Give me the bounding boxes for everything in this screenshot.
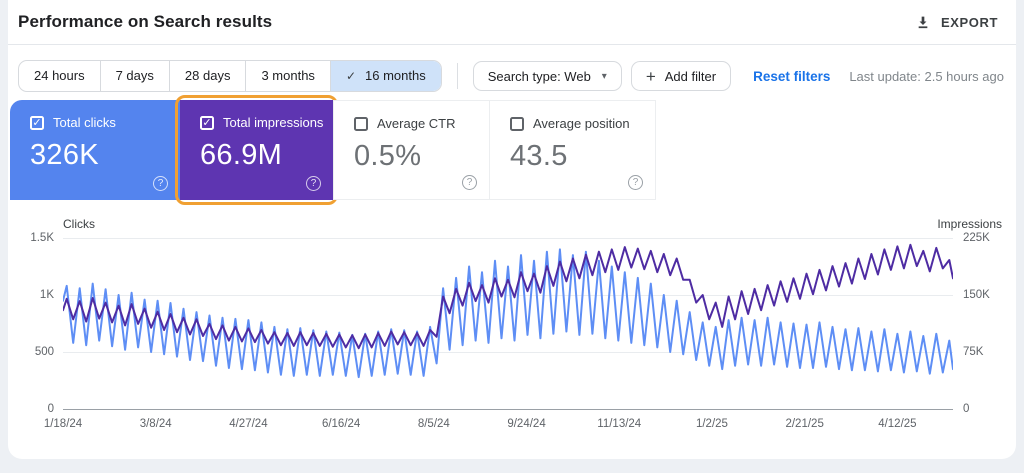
y-tick-label: 0 — [963, 403, 970, 415]
search-performance-panel: Performance on Search results EXPORT 24 … — [8, 0, 1016, 459]
y-tick-label: 150K — [963, 289, 990, 301]
filter-bar: 24 hours 7 days 28 days 3 months ✓ 16 months … — [8, 45, 1016, 92]
filter-separator — [456, 63, 458, 89]
date-range-group: 24 hours 7 days 28 days 3 months ✓ 16 months — [18, 60, 442, 92]
date-range-3-months[interactable]: 3 months — [245, 61, 329, 91]
x-tick-label: 8/5/24 — [417, 418, 450, 430]
y-tick-label: 225K — [963, 232, 990, 244]
clicks-line — [63, 249, 953, 377]
x-tick-label: 11/13/24 — [597, 418, 642, 430]
right-axis-title: Impressions — [937, 217, 1002, 231]
x-tick-label: 2/21/25 — [785, 418, 824, 430]
x-axis-labels: 1/18/24 3/8/24 4/27/24 6/16/24 8/5/24 9/24/24… — [44, 409, 953, 439]
metric-card-total-clicks[interactable]: ✓ Total clicks 326K? — [10, 100, 180, 200]
x-tick-label: 6/16/24 — [321, 418, 361, 430]
y-tick-label: 1.5K — [30, 232, 54, 244]
help-icon[interactable]: ? — [628, 175, 643, 190]
x-tick-label: 9/24/24 — [507, 418, 546, 430]
export-label: EXPORT — [940, 14, 998, 30]
x-tick-label: 4/12/25 — [878, 418, 917, 430]
gridline — [63, 295, 953, 296]
metric-value: 0.5% — [354, 140, 422, 172]
metric-cards-row: ✓ Total clicks 326K? ✓ Total impressions 66.9… — [10, 95, 1016, 205]
metric-label: Total clicks — [53, 115, 116, 130]
impressions-line — [63, 245, 953, 348]
y-tick-label: 75K — [963, 346, 984, 358]
title-bar: Performance on Search results EXPORT — [8, 0, 1016, 44]
chart-body: 1.5K 1K 500 0 225K 150K 75K 0 — [8, 232, 1016, 415]
metric-value: 43.5 — [510, 140, 568, 172]
x-tick-label: 4/27/24 — [229, 418, 268, 430]
gridline — [63, 238, 953, 239]
date-range-7-days[interactable]: 7 days — [99, 61, 169, 91]
metric-card-average-ctr[interactable]: Average CTR 0.5%? — [333, 100, 490, 200]
date-range-28-days[interactable]: 28 days — [168, 61, 246, 91]
metric-card-average-position[interactable]: Average position 43.5? — [489, 100, 656, 200]
x-tick-label: 3/8/24 — [139, 418, 172, 430]
metric-label: Average CTR — [377, 116, 456, 131]
check-icon: ✓ — [345, 69, 356, 83]
x-tick-label: 1/2/25 — [695, 418, 728, 430]
y-tick-label: 0 — [47, 403, 54, 415]
y-tick-label: 500 — [34, 346, 54, 358]
gridline — [63, 352, 953, 353]
metric-label: Total impressions — [223, 115, 324, 130]
header-divider — [8, 44, 1016, 45]
checked-checkbox-total-impressions[interactable]: ✓ — [200, 115, 214, 130]
search-type-button[interactable]: Search type: Web ▾ — [472, 61, 622, 91]
export-button[interactable]: EXPORT — [915, 14, 998, 30]
metric-card-total-impressions[interactable]: ✓ Total impressions 66.9M? — [175, 95, 338, 205]
plus-icon: + — [645, 66, 656, 86]
right-axis-ticks: 225K 150K 75K 0 — [953, 232, 1016, 415]
performance-chart: Clicks Impressions 1.5K 1K 500 0 225K 150K 75… — [8, 217, 1016, 439]
last-update-text: Last update: 2.5 hours ago — [849, 68, 1004, 84]
help-icon[interactable]: ? — [306, 176, 321, 191]
date-range-24-hours[interactable]: 24 hours — [19, 61, 100, 91]
y-tick-label: 1K — [39, 289, 54, 301]
page-title: Performance on Search results — [18, 12, 273, 31]
date-range-16-months[interactable]: ✓ 16 months — [329, 61, 441, 91]
unchecked-checkbox-average-ctr[interactable] — [354, 116, 368, 131]
metric-value: 326K — [30, 139, 99, 171]
unchecked-checkbox-average-position[interactable] — [510, 116, 524, 131]
x-tick-label: 1/18/24 — [43, 418, 83, 430]
metric-value: 66.9M — [200, 139, 283, 171]
axis-titles-row: Clicks Impressions — [8, 217, 1016, 238]
x-axis-line — [63, 409, 953, 410]
plot-area — [63, 238, 953, 410]
add-filter-label: Add filter — [664, 68, 717, 84]
reset-filters-link[interactable]: Reset filters — [753, 68, 831, 84]
metric-label: Average position — [533, 116, 630, 131]
add-filter-button[interactable]: + Add filter — [630, 61, 732, 91]
left-axis-ticks: 1.5K 1K 500 0 — [8, 232, 63, 415]
checked-checkbox-total-clicks[interactable]: ✓ — [30, 115, 44, 130]
search-type-label: Search type: Web — [487, 68, 591, 84]
left-axis-title: Clicks — [63, 217, 95, 231]
help-icon[interactable]: ? — [153, 176, 168, 191]
help-icon[interactable]: ? — [462, 175, 477, 190]
download-icon — [918, 16, 928, 29]
chevron-down-icon: ▾ — [601, 70, 607, 82]
